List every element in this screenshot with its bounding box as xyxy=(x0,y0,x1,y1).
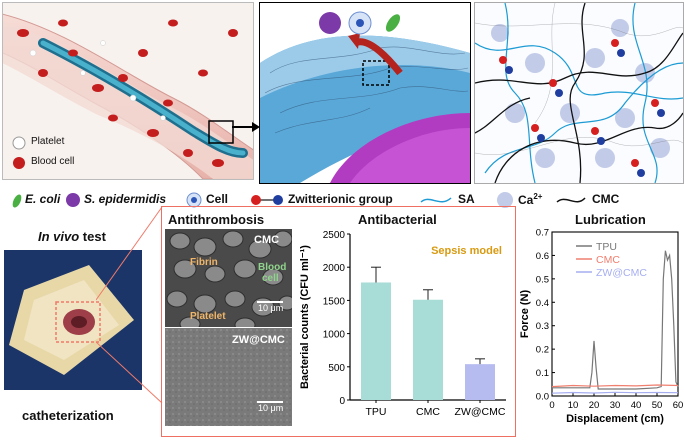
invivo-caption: catheterization xyxy=(22,408,114,423)
ca-icon xyxy=(497,192,513,208)
lubrication-title: Lubrication xyxy=(575,212,646,227)
x-tick-label: 0 xyxy=(549,400,554,411)
x-tick-label: CMC xyxy=(416,406,440,418)
sem-label-zwcmc: ZW@CMC xyxy=(232,334,285,346)
y-tick-label: 0.4 xyxy=(536,298,549,309)
y-tick-label: 1000 xyxy=(323,330,346,341)
sa-line-icon xyxy=(420,197,452,203)
legend-cell: Cell xyxy=(206,192,229,206)
platelet-sem-label: Platelet xyxy=(190,311,226,322)
legend-sepi: S. epidermidis xyxy=(84,192,167,206)
blood-cell-sem-label: Blood cell xyxy=(258,262,287,284)
scale-bar-bottom xyxy=(257,401,283,403)
series-line xyxy=(551,391,679,394)
y-tick-label: 0.1 xyxy=(536,368,549,379)
legend-ecoli: E. coli xyxy=(25,192,61,206)
y-tick-label: 2000 xyxy=(323,263,346,274)
y-axis-label: Force (N) xyxy=(519,290,531,339)
legend-label: CMC xyxy=(596,254,620,266)
blood-cell-label: Blood cell xyxy=(31,156,75,167)
y-tick-label: 0.3 xyxy=(536,321,549,332)
series-line xyxy=(551,384,679,388)
antithrombosis-title: Antithrombosis xyxy=(168,212,265,227)
results-frame xyxy=(161,206,516,437)
fibrin-label: Fibrin xyxy=(190,257,218,268)
invivo-title: In vivo test xyxy=(38,229,106,244)
x-tick-label: ZW@CMC xyxy=(455,406,506,418)
x-tick-label: 30 xyxy=(610,400,621,411)
surface-panel xyxy=(259,2,471,184)
scale-bar-top xyxy=(257,301,283,303)
legend-cmc: CMC xyxy=(592,192,620,206)
y-tick-label: 0.0 xyxy=(536,392,549,403)
antibacterial-bar-chart: 0 500 1000 1500 2000 2500 TPU CMC ZW@CMC Bacteria… xyxy=(299,230,506,418)
legend: E. coli S. epidermidis Cell Zwitterionic… xyxy=(0,190,684,212)
bar xyxy=(361,282,391,400)
legend-label: ZW@CMC xyxy=(596,267,647,279)
legend-ca: Ca2+ xyxy=(518,192,543,207)
y-axis-label: Bacterial counts (CFU ml⁻¹) xyxy=(299,245,311,389)
x-tick-label: 40 xyxy=(631,400,642,411)
y-tick-label: 1500 xyxy=(323,296,346,307)
ecoli-icon xyxy=(12,194,22,208)
y-tick-label: 0.5 xyxy=(536,274,549,285)
arrow-right-icon xyxy=(232,122,260,132)
y-tick-label: 2500 xyxy=(323,230,346,241)
zwitterion-icon xyxy=(251,195,283,205)
x-tick-label: 20 xyxy=(589,400,600,411)
legend-sa: SA xyxy=(458,192,475,206)
cmc-line-icon xyxy=(556,197,586,203)
scale-label-top: 10 μm xyxy=(258,303,284,313)
bar xyxy=(413,299,443,400)
legend-zwitterionic: Zwitterionic group xyxy=(288,192,393,206)
sepsis-model-label: Sepsis model xyxy=(431,245,502,257)
y-tick-label: 0.2 xyxy=(536,345,549,356)
series-line xyxy=(552,250,679,390)
lubrication-line-chart: 0.0 0.1 0.2 0.3 0.4 0.5 0.6 0.7 0 10 20 30 40 50 60 TPU… xyxy=(519,228,684,426)
surface-illustration xyxy=(260,11,470,183)
x-tick-label: 60 xyxy=(673,400,684,411)
network-panel xyxy=(474,2,684,184)
x-tick-label: 50 xyxy=(652,400,663,411)
antibacterial-title: Antibacterial xyxy=(358,212,437,227)
bar xyxy=(465,364,495,400)
invivo-photo xyxy=(4,250,142,390)
platelet-label: Platelet xyxy=(31,136,65,147)
y-tick-label: 500 xyxy=(328,363,345,374)
cell-icon xyxy=(186,192,202,208)
x-tick-label: 10 xyxy=(568,400,579,411)
zoom-connector-lines xyxy=(96,206,163,404)
sem-image-zwcmc xyxy=(165,328,292,426)
sem-image-cmc xyxy=(165,229,292,327)
vessel-illustration xyxy=(3,3,253,179)
y-tick-label: 0.7 xyxy=(536,228,549,239)
sem-label-cmc: CMC xyxy=(254,234,280,246)
vessel-panel: Platelet Blood cell xyxy=(2,2,254,180)
sepi-icon xyxy=(66,193,80,207)
y-tick-label: 0.6 xyxy=(536,251,549,262)
network-illustration xyxy=(475,3,683,183)
scale-label-bottom: 10 μm xyxy=(258,403,284,413)
x-axis-label: Displacement (cm) xyxy=(566,413,664,425)
x-tick-label: TPU xyxy=(366,406,387,418)
legend-label: TPU xyxy=(596,241,617,253)
y-tick-label: 0 xyxy=(339,396,345,407)
